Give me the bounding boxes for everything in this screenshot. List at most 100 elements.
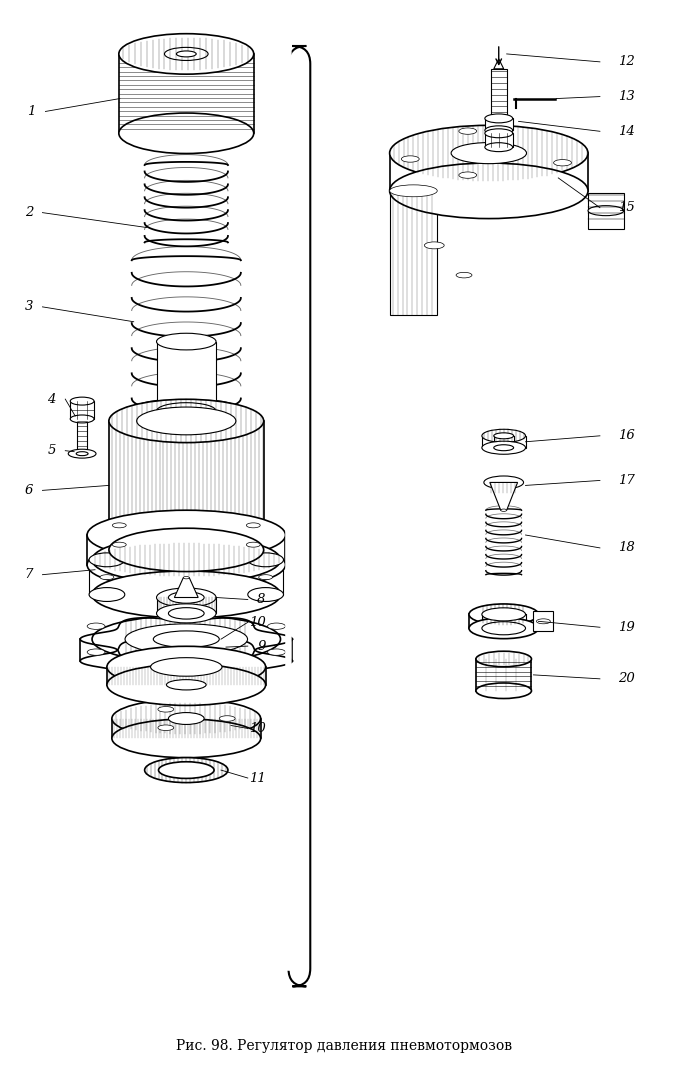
Ellipse shape — [76, 451, 88, 456]
Ellipse shape — [268, 623, 286, 629]
Ellipse shape — [100, 575, 114, 580]
Ellipse shape — [469, 604, 539, 625]
Ellipse shape — [246, 523, 260, 527]
Ellipse shape — [482, 608, 526, 621]
Ellipse shape — [169, 608, 204, 620]
Text: 10: 10 — [249, 721, 266, 735]
Ellipse shape — [92, 615, 281, 662]
Ellipse shape — [389, 184, 438, 197]
Bar — [588, 193, 624, 228]
Ellipse shape — [153, 631, 219, 647]
Ellipse shape — [469, 617, 539, 639]
Ellipse shape — [137, 407, 236, 435]
Ellipse shape — [456, 272, 472, 278]
Ellipse shape — [183, 577, 189, 579]
Ellipse shape — [112, 719, 261, 758]
Text: 18: 18 — [618, 541, 634, 554]
Bar — [476, 659, 531, 690]
Text: Рис. 98. Регулятор давления пневмотормозов: Рис. 98. Регулятор давления пневмотормоз… — [176, 1039, 512, 1053]
Ellipse shape — [92, 536, 281, 583]
Ellipse shape — [125, 624, 248, 655]
Ellipse shape — [389, 125, 588, 181]
Text: 17: 17 — [618, 474, 634, 487]
Ellipse shape — [424, 242, 444, 249]
Text: 15: 15 — [618, 202, 634, 214]
Ellipse shape — [109, 399, 264, 443]
Ellipse shape — [107, 665, 266, 705]
Ellipse shape — [166, 680, 206, 690]
Text: 2: 2 — [25, 206, 33, 219]
Ellipse shape — [68, 449, 96, 458]
Bar — [119, 54, 254, 133]
Text: 9: 9 — [257, 640, 266, 653]
Ellipse shape — [87, 540, 286, 590]
Ellipse shape — [476, 683, 531, 699]
Text: 12: 12 — [618, 56, 634, 69]
Ellipse shape — [389, 163, 588, 219]
Ellipse shape — [87, 649, 105, 655]
Ellipse shape — [219, 716, 235, 721]
Ellipse shape — [112, 542, 126, 547]
Bar — [112, 718, 261, 739]
Bar — [89, 560, 125, 595]
Ellipse shape — [169, 592, 204, 604]
Text: 3: 3 — [25, 300, 33, 313]
Ellipse shape — [501, 509, 506, 511]
Ellipse shape — [158, 762, 214, 778]
Bar — [157, 342, 216, 411]
Ellipse shape — [467, 146, 510, 160]
Bar — [77, 419, 87, 456]
Text: 11: 11 — [249, 772, 266, 785]
Text: 19: 19 — [618, 621, 634, 634]
Ellipse shape — [112, 523, 126, 527]
Bar — [491, 69, 506, 118]
Text: 14: 14 — [618, 124, 634, 138]
Ellipse shape — [459, 128, 477, 134]
Ellipse shape — [482, 429, 526, 443]
Ellipse shape — [259, 575, 272, 580]
Polygon shape — [533, 611, 553, 631]
Bar — [485, 118, 513, 131]
Ellipse shape — [157, 403, 216, 419]
Ellipse shape — [451, 143, 526, 164]
Ellipse shape — [485, 129, 513, 137]
Ellipse shape — [494, 445, 514, 450]
Text: 4: 4 — [47, 392, 56, 405]
Ellipse shape — [485, 125, 513, 135]
Ellipse shape — [169, 713, 204, 725]
Ellipse shape — [178, 610, 195, 616]
Bar — [87, 535, 286, 565]
Bar — [107, 667, 266, 685]
Bar — [248, 560, 283, 595]
Ellipse shape — [459, 172, 477, 178]
Ellipse shape — [157, 587, 216, 607]
Bar — [92, 560, 281, 595]
Text: 20: 20 — [618, 672, 634, 685]
Ellipse shape — [494, 433, 514, 438]
Ellipse shape — [176, 51, 196, 57]
Bar — [109, 421, 264, 550]
Ellipse shape — [248, 553, 283, 567]
Bar — [469, 614, 539, 628]
Text: 5: 5 — [47, 444, 56, 457]
Ellipse shape — [112, 699, 261, 738]
Ellipse shape — [109, 528, 264, 571]
Bar — [157, 597, 216, 613]
Ellipse shape — [482, 442, 526, 455]
Ellipse shape — [164, 47, 208, 60]
Ellipse shape — [119, 33, 254, 74]
Polygon shape — [494, 59, 504, 69]
Ellipse shape — [130, 399, 243, 423]
Ellipse shape — [485, 114, 513, 123]
Ellipse shape — [70, 415, 94, 423]
Bar — [70, 401, 94, 419]
Ellipse shape — [119, 113, 254, 153]
Ellipse shape — [158, 725, 174, 730]
Bar — [485, 133, 513, 147]
Ellipse shape — [144, 758, 228, 783]
Ellipse shape — [87, 510, 286, 560]
Ellipse shape — [485, 143, 513, 151]
Bar — [389, 191, 438, 315]
Text: 6: 6 — [25, 483, 33, 496]
Ellipse shape — [248, 587, 283, 601]
